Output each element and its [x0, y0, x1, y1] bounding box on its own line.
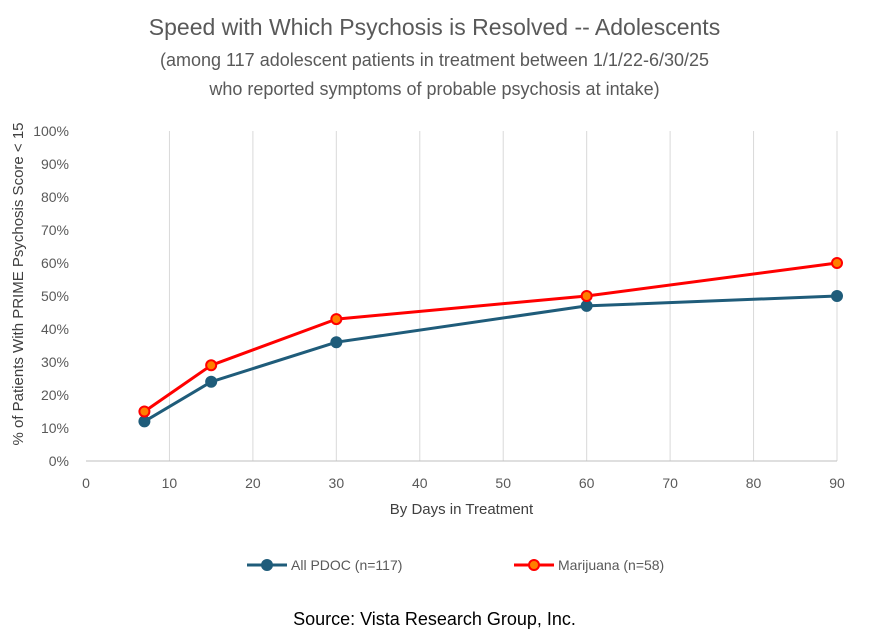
series-2-point — [205, 359, 218, 372]
y-tick-label: 10% — [41, 420, 69, 436]
x-tick-label: 50 — [495, 475, 511, 491]
y-tick-label: 100% — [33, 123, 69, 139]
y-tick-label: 80% — [41, 189, 69, 205]
x-axis-title: By Days in Treatment — [390, 501, 534, 518]
series-1-point — [138, 415, 151, 428]
y-tick-label: 90% — [41, 156, 69, 172]
chart-subtitle-line-1: (among 117 adolescent patients in treatm… — [159, 50, 710, 70]
legend-label-1: All PDOC (n=117) — [291, 557, 402, 573]
chart-title: Speed with Which Psychosis is Resolved -… — [148, 14, 721, 40]
series-2-point — [580, 290, 593, 302]
x-tick-label: 60 — [579, 475, 595, 491]
x-tick-label: 10 — [162, 475, 178, 491]
x-tick-label: 20 — [245, 475, 261, 491]
series-1-point — [205, 375, 218, 388]
y-tick-label: 30% — [41, 354, 69, 370]
y-tick-label: 0% — [49, 453, 69, 469]
y-tick-label: 20% — [41, 387, 69, 403]
series-1-point — [580, 299, 593, 312]
x-tick-label: 0 — [82, 475, 90, 491]
x-tick-label: 80 — [746, 475, 762, 491]
legend-marker-1 — [261, 559, 273, 571]
x-tick-label: 30 — [329, 475, 345, 491]
y-tick-label: 50% — [41, 288, 69, 304]
x-tick-label: 90 — [829, 475, 845, 491]
series-1-point — [831, 290, 843, 302]
series-line-2 — [143, 261, 838, 413]
x-tick-label: 40 — [412, 475, 428, 491]
chart-subtitle-line-2: who reported symptoms of probable psycho… — [209, 79, 660, 99]
source-footer: Source: Vista Research Group, Inc. — [293, 609, 576, 629]
series-2-point — [330, 313, 343, 326]
y-tick-label: 60% — [41, 255, 69, 271]
series-2-point — [138, 405, 151, 418]
y-tick-label: 40% — [41, 321, 69, 337]
legend-label-2: Marijuana (n=58) — [558, 557, 664, 573]
series-1-point — [330, 336, 343, 349]
series-2-point — [831, 257, 843, 269]
y-axis-title: % of Patients With PRIME Psychosis Score… — [10, 122, 27, 445]
legend-marker-2 — [528, 559, 540, 571]
series-line-1 — [143, 294, 838, 423]
y-tick-label: 70% — [41, 222, 69, 238]
x-tick-label: 70 — [662, 475, 678, 491]
